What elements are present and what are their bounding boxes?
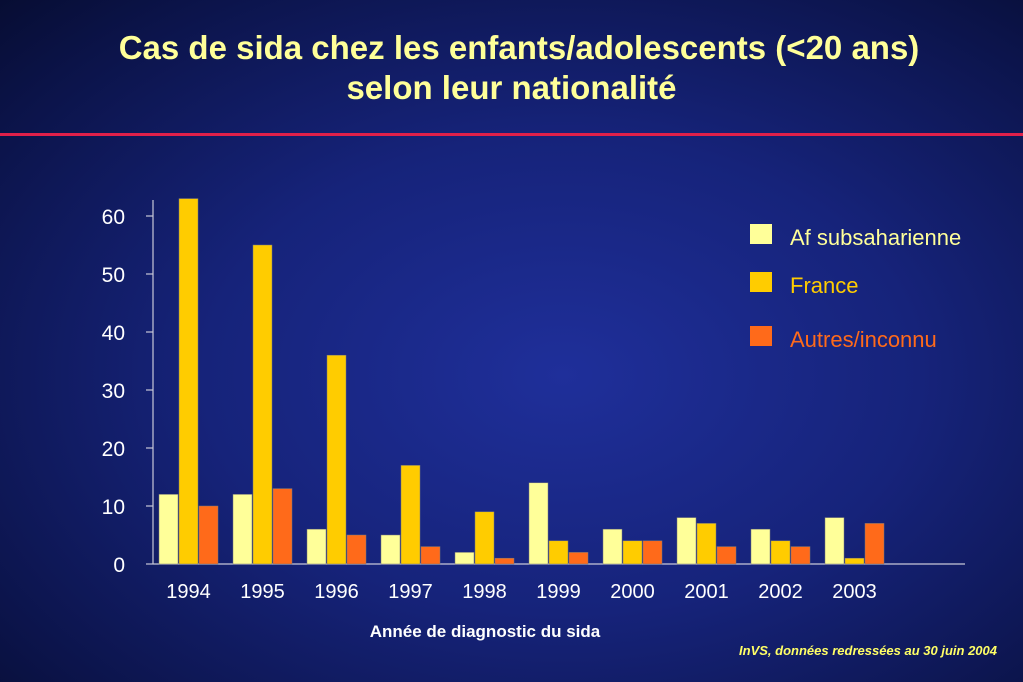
bar-autres-inconnu-2003 xyxy=(864,523,885,565)
bar-autres-inconnu-2001 xyxy=(716,546,737,565)
bar-france-2000 xyxy=(622,540,643,565)
legend-label: Autres/inconnu xyxy=(790,327,937,352)
bar-af-subsaharienne-1999 xyxy=(528,482,549,565)
x-axis-label: Année de diagnostic du sida xyxy=(369,622,601,641)
bar-france-1998 xyxy=(474,511,495,565)
legend-label: France xyxy=(790,273,859,298)
bar-autres-inconnu-2002 xyxy=(790,546,811,565)
y-tick-label: 60 xyxy=(102,206,125,229)
title-divider xyxy=(0,133,1023,136)
bar-france-2003 xyxy=(844,557,865,565)
bar-af-subsaharienne-1996 xyxy=(306,528,327,565)
bar-autres-inconnu-1994 xyxy=(198,505,219,565)
bar-autres-inconnu-2000 xyxy=(642,540,663,565)
bar-af-subsaharienne-1995 xyxy=(232,494,253,565)
y-tick-label: 20 xyxy=(102,438,125,461)
y-tick-label: 30 xyxy=(102,380,125,403)
bar-france-2002 xyxy=(770,540,791,565)
bar-af-subsaharienne-2001 xyxy=(676,517,697,565)
bar-france-1995 xyxy=(252,244,273,565)
x-tick-label: 1995 xyxy=(240,581,285,603)
x-tick-label: 2003 xyxy=(832,581,877,603)
bar-france-1999 xyxy=(548,540,569,565)
legend-label: Af subsaharienne xyxy=(790,225,962,250)
bar-france-2001 xyxy=(696,523,717,565)
bar-autres-inconnu-1998 xyxy=(494,557,515,565)
chart-title: Cas de sida chez les enfants/adolescents… xyxy=(0,28,1023,108)
bar-af-subsaharienne-2003 xyxy=(824,517,845,565)
bar-france-1996 xyxy=(326,354,347,565)
y-tick-label: 50 xyxy=(102,264,125,287)
x-tick-label: 1994 xyxy=(166,581,211,603)
title-line-1: Cas de sida chez les enfants/adolescents… xyxy=(118,29,920,66)
chart-bars xyxy=(158,198,885,565)
bar-autres-inconnu-1999 xyxy=(568,552,589,565)
x-tick-label: 1997 xyxy=(388,581,433,603)
bar-af-subsaharienne-2000 xyxy=(602,528,623,565)
x-tick-label: 2000 xyxy=(610,581,655,603)
y-tick-labels: 0 10 20 30 40 50 60 xyxy=(102,206,125,577)
x-tick-labels: 1994 1995 1996 1997 1998 1999 2000 2001 2002 2003 xyxy=(166,581,877,603)
bar-autres-inconnu-1996 xyxy=(346,534,367,565)
x-tick-label: 1996 xyxy=(314,581,359,603)
title-line-2: selon leur nationalité xyxy=(346,69,677,106)
x-tick-label: 1998 xyxy=(462,581,507,603)
bar-france-1997 xyxy=(400,465,421,565)
legend-swatch xyxy=(750,224,772,244)
bar-af-subsaharienne-1998 xyxy=(454,552,475,565)
bar-af-subsaharienne-1997 xyxy=(380,534,401,565)
bar-france-1994 xyxy=(178,198,199,565)
legend-swatch xyxy=(750,326,772,346)
y-tick-label: 10 xyxy=(102,496,125,519)
x-tick-label: 2002 xyxy=(758,581,803,603)
x-tick-label: 1999 xyxy=(536,581,581,603)
y-tick-label: 40 xyxy=(102,322,125,345)
bar-autres-inconnu-1997 xyxy=(420,546,441,565)
legend-swatch xyxy=(750,272,772,292)
y-tick-label: 0 xyxy=(113,554,125,577)
bar-af-subsaharienne-2002 xyxy=(750,528,771,565)
bar-autres-inconnu-1995 xyxy=(272,488,293,565)
bar-af-subsaharienne-1994 xyxy=(158,494,179,565)
x-tick-label: 2001 xyxy=(684,581,729,603)
source-note: InVS, données redressées au 30 juin 2004 xyxy=(739,643,997,658)
